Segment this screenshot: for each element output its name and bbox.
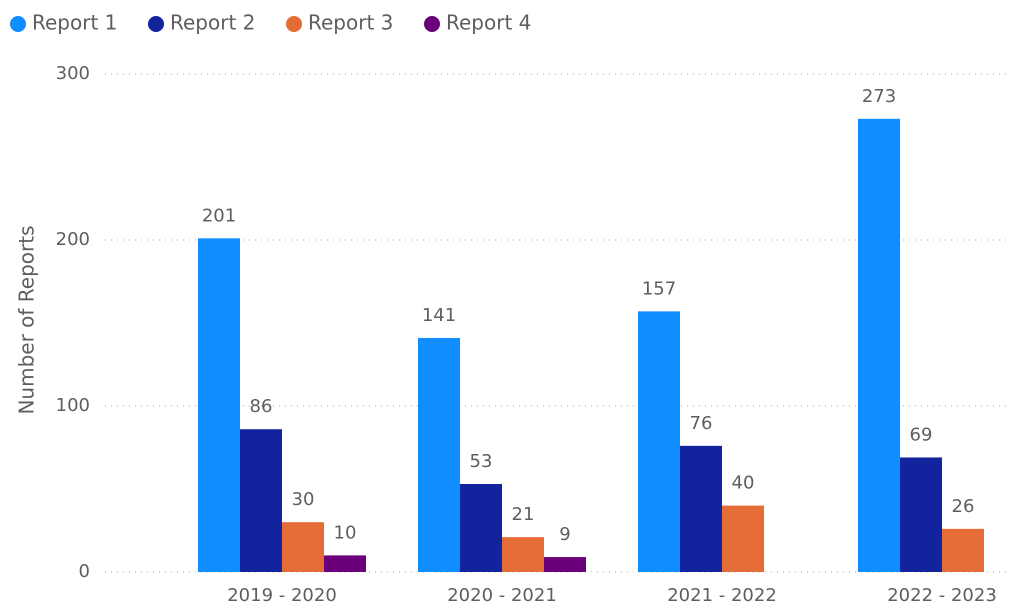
y-axis-title: Number of Reports [15,225,39,414]
legend-marker [10,16,26,32]
data-label: 10 [334,522,357,543]
y-tick-label: 100 [56,395,90,416]
x-tick-label: 2020 - 2021 [447,585,557,606]
y-tick-label: 300 [56,63,90,84]
bar [240,429,282,572]
data-label: 86 [250,396,273,417]
bar [544,557,586,572]
bar [418,337,460,572]
data-label: 201 [202,205,236,226]
data-label: 9 [559,524,570,545]
x-tick-label: 2021 - 2022 [667,585,777,606]
legend-label: Report 4 [446,11,531,35]
data-label: 273 [862,86,896,107]
data-label: 21 [512,504,535,525]
data-label: 76 [690,413,713,434]
data-label: 26 [952,496,975,517]
legend-marker [424,16,440,32]
bar [282,522,324,572]
bar [858,118,900,572]
data-label: 30 [292,489,315,510]
bar [900,457,942,572]
bar [680,445,722,572]
data-label: 141 [422,305,456,326]
bar [198,238,240,572]
bar [460,484,502,572]
data-label: 40 [732,473,755,494]
y-tick-label: 0 [79,561,90,582]
data-label: 53 [470,451,493,472]
data-label: 157 [642,278,676,299]
x-tick-label: 2019 - 2020 [227,585,337,606]
bar [324,555,366,572]
legend-marker [286,16,302,32]
x-tick-label: 2022 - 2023 [887,585,997,606]
bar [502,537,544,572]
data-label: 69 [910,424,933,445]
bar [638,311,680,572]
legend-marker [148,16,164,32]
y-tick-label: 200 [56,229,90,250]
legend-label: Report 2 [170,11,255,35]
bar [942,528,984,572]
legend-label: Report 3 [308,11,393,35]
bar [722,505,764,572]
legend-label: Report 1 [32,11,117,35]
